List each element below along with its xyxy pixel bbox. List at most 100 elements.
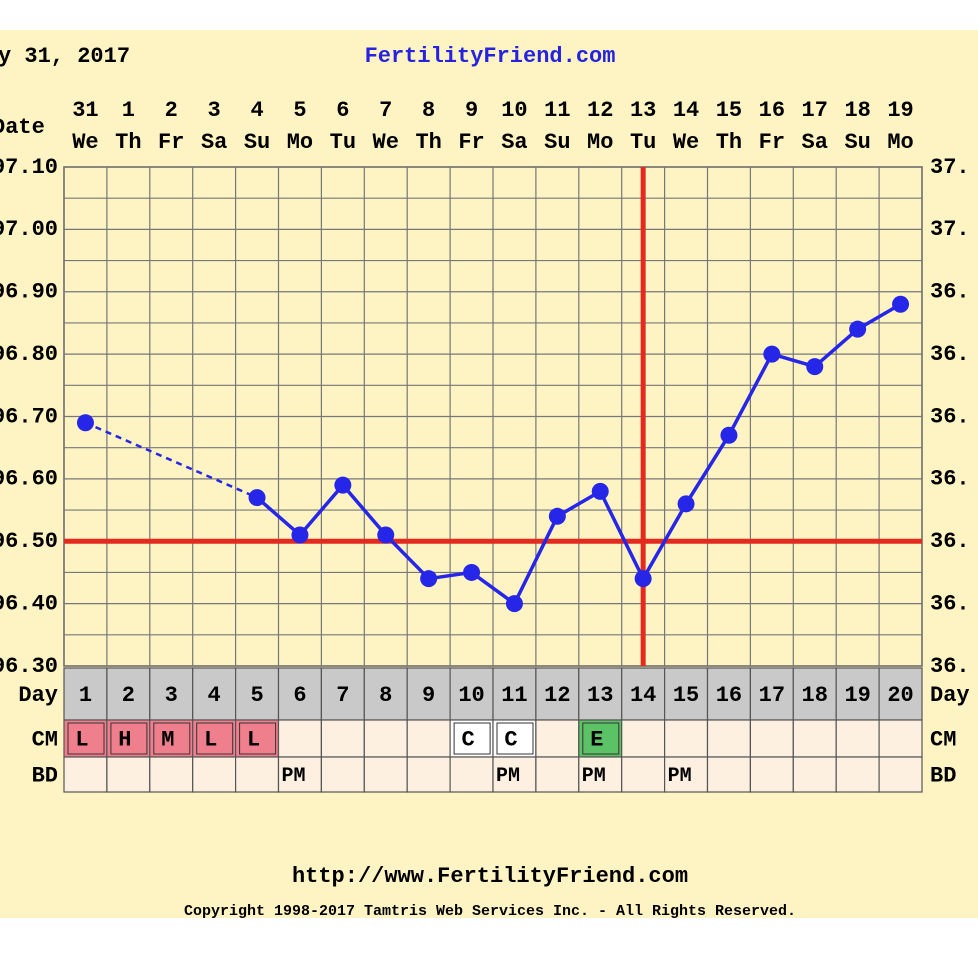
cm-box xyxy=(496,722,534,755)
row-label-right: CM xyxy=(930,727,956,752)
site-name: FertilityFriend.com xyxy=(365,44,616,69)
y2-tick-label: 36. xyxy=(930,529,970,554)
temperature-point xyxy=(420,570,438,588)
temperature-point xyxy=(76,414,94,432)
bd-cell xyxy=(149,756,194,793)
date-label: 10 xyxy=(501,98,527,123)
weekday-label: Th xyxy=(415,130,441,155)
day-cell xyxy=(235,667,280,721)
cm-entry: L xyxy=(204,727,217,752)
temperature-line xyxy=(255,302,902,607)
temperature-point xyxy=(806,358,824,376)
cycle-day: 14 xyxy=(630,683,656,708)
y2-tick-label: 36. xyxy=(930,280,970,305)
y2-tick-label: 36. xyxy=(930,404,970,429)
cm-entry: L xyxy=(247,727,260,752)
day-cell xyxy=(406,667,451,721)
day-cell xyxy=(792,667,837,721)
temperature-point xyxy=(763,345,781,363)
weekday-label: Mo xyxy=(887,130,913,155)
bd-cell xyxy=(535,756,580,793)
date-label: 18 xyxy=(844,98,870,123)
weekday-label: Th xyxy=(716,130,742,155)
y-tick-label: 96.40 xyxy=(0,591,58,616)
cm-cell xyxy=(663,719,709,758)
cycle-day: 11 xyxy=(501,683,527,708)
weekday-label: We xyxy=(673,130,699,155)
bd-cell xyxy=(578,756,623,793)
cycle-day: 6 xyxy=(293,683,306,708)
date-label: 19 xyxy=(887,98,913,123)
cycle-day: 4 xyxy=(208,683,221,708)
footer-url: http://www.FertilityFriend.com xyxy=(292,864,688,889)
cycle-day: 10 xyxy=(458,683,484,708)
row-label: CM xyxy=(32,727,58,752)
bd-entry: PM xyxy=(668,765,692,788)
bd-cell xyxy=(749,756,794,793)
y-tick-label: 96.90 xyxy=(0,280,58,305)
weekday-label: Th xyxy=(115,130,141,155)
temperature-point xyxy=(634,570,652,588)
cm-cell xyxy=(406,719,451,758)
bd-cell xyxy=(63,756,108,793)
cycle-day: 15 xyxy=(673,683,699,708)
weekday-label: We xyxy=(373,130,399,155)
weekday-label: Tu xyxy=(630,130,656,155)
cm-cell xyxy=(749,719,794,758)
cycle-day: 7 xyxy=(336,683,349,708)
cycle-day: 17 xyxy=(759,683,785,708)
date-label: 16 xyxy=(759,98,785,123)
weekday-label: Su xyxy=(844,130,870,155)
date-label: 11 xyxy=(544,98,570,123)
temperature-point xyxy=(334,476,352,494)
day-cell xyxy=(63,667,108,721)
cm-cell xyxy=(706,719,752,758)
temperature-point xyxy=(548,507,566,525)
date-label: 2 xyxy=(165,98,178,123)
date-label: 1 xyxy=(122,98,135,123)
cm-box xyxy=(453,722,491,755)
day-cell xyxy=(706,667,752,721)
gap-connector xyxy=(84,421,258,499)
day-cell xyxy=(277,667,323,721)
bd-cell xyxy=(706,756,752,793)
weekday-label: Fr xyxy=(458,130,484,155)
bd-cell xyxy=(363,756,408,793)
cm-cell xyxy=(277,719,323,758)
bd-cell xyxy=(878,756,923,793)
y-tick-label: 96.60 xyxy=(0,467,58,492)
bd-cell xyxy=(406,756,451,793)
cm-box xyxy=(67,722,105,755)
copyright: Copyright 1998-2017 Tamtris Web Services… xyxy=(184,903,796,920)
temperature-point xyxy=(591,482,609,500)
date-label: 7 xyxy=(379,98,392,123)
chart-title: y 31, 2017 xyxy=(0,44,130,69)
date-label: 6 xyxy=(336,98,349,123)
weekday-label: Su xyxy=(544,130,570,155)
day-cell xyxy=(663,667,709,721)
cm-entry: M xyxy=(161,727,174,752)
date-label: Date xyxy=(0,115,45,140)
row-label-right: Day xyxy=(930,683,970,708)
bd-cell xyxy=(449,756,494,793)
bd-entry: PM xyxy=(282,765,306,788)
temperature-point xyxy=(248,489,266,507)
weekday-label: We xyxy=(72,130,98,155)
day-cell xyxy=(835,667,880,721)
bd-cell xyxy=(235,756,280,793)
temperature-point xyxy=(377,526,395,544)
y-tick-label: 96.30 xyxy=(0,654,58,679)
y-tick-label: 96.70 xyxy=(0,404,58,429)
cm-box xyxy=(110,722,148,755)
weekday-label: Sa xyxy=(802,130,828,155)
weekday-label: Sa xyxy=(201,130,227,155)
y-tick-label: 97.00 xyxy=(0,217,58,242)
cm-cell xyxy=(878,719,923,758)
y-tick-label: 96.80 xyxy=(0,342,58,367)
y2-tick-label: 36. xyxy=(930,467,970,492)
cycle-day: 18 xyxy=(802,683,828,708)
cm-entry: E xyxy=(590,727,603,752)
date-label: 17 xyxy=(802,98,828,123)
